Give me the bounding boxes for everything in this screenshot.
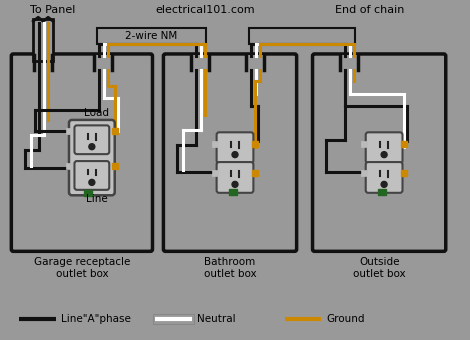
Bar <box>191 55 209 70</box>
Bar <box>401 170 407 176</box>
Bar <box>361 170 367 176</box>
Text: Line"A"phase: Line"A"phase <box>61 314 131 324</box>
Text: Line: Line <box>86 194 108 204</box>
Text: Bathroom
outlet box: Bathroom outlet box <box>204 257 256 279</box>
Circle shape <box>232 152 238 158</box>
Bar <box>34 55 52 70</box>
FancyBboxPatch shape <box>217 162 253 193</box>
Circle shape <box>381 152 387 158</box>
Text: Neutral: Neutral <box>197 314 236 324</box>
Bar <box>361 141 367 147</box>
Bar <box>154 314 194 324</box>
FancyBboxPatch shape <box>164 54 297 251</box>
Circle shape <box>89 144 95 150</box>
Circle shape <box>232 182 238 187</box>
Bar <box>94 55 112 70</box>
Text: 2-wire NM: 2-wire NM <box>125 31 178 41</box>
Text: End of chain: End of chain <box>335 5 404 15</box>
FancyBboxPatch shape <box>313 54 446 251</box>
Bar <box>246 55 264 70</box>
Text: Outside
outlet box: Outside outlet box <box>353 257 406 279</box>
Bar <box>112 163 118 169</box>
FancyBboxPatch shape <box>366 132 402 163</box>
Bar <box>212 141 218 147</box>
Bar <box>33 19 53 61</box>
Bar <box>97 28 206 44</box>
Text: Ground: Ground <box>327 314 365 324</box>
Bar <box>378 189 386 195</box>
Circle shape <box>381 182 387 187</box>
Bar <box>84 190 92 196</box>
FancyBboxPatch shape <box>74 125 109 154</box>
Text: electrical101.com: electrical101.com <box>156 5 255 15</box>
Bar <box>112 128 118 134</box>
FancyBboxPatch shape <box>217 132 253 163</box>
FancyBboxPatch shape <box>366 162 402 193</box>
Bar <box>401 141 407 147</box>
Bar <box>252 170 258 176</box>
Bar <box>249 28 355 44</box>
Bar <box>212 170 218 176</box>
Text: To Panel: To Panel <box>31 5 76 15</box>
Bar <box>252 141 258 147</box>
Bar <box>66 163 72 169</box>
Circle shape <box>89 180 95 185</box>
Bar <box>66 128 72 134</box>
Text: Garage receptacle
outlet box: Garage receptacle outlet box <box>34 257 130 279</box>
Bar <box>229 189 237 195</box>
Bar <box>340 55 358 70</box>
FancyBboxPatch shape <box>74 161 109 190</box>
FancyBboxPatch shape <box>69 120 115 195</box>
FancyBboxPatch shape <box>11 54 152 251</box>
Text: Load: Load <box>84 108 110 118</box>
